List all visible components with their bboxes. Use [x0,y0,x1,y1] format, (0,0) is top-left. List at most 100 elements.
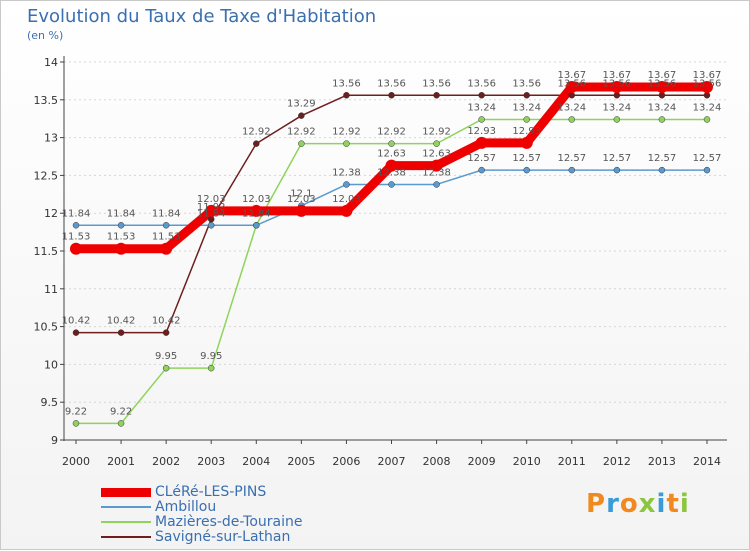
data-point [298,140,305,147]
data-point [565,80,578,93]
data-label: 12.03 [332,194,361,205]
data-label: 13.56 [512,78,541,89]
data-point [207,364,215,372]
legend-item: Mazières-de-Touraine [101,514,361,530]
x-tick-label: 2010 [513,455,541,468]
data-label: 12.57 [557,153,586,164]
legend-item: Savigné-sur-Lathan [101,529,361,545]
x-tick-label: 2012 [603,455,631,468]
data-point [70,242,82,255]
data-label: 11.84 [62,208,91,219]
data-label: 12.57 [512,153,541,164]
data-label: 13.56 [332,78,361,89]
y-tick-label: 13.5 [34,94,59,107]
data-label: 11.92 [197,202,226,213]
data-label: 9.22 [110,406,132,417]
data-label: 12.92 [332,127,361,138]
data-label: 9.95 [200,351,222,362]
legend-swatch [101,521,151,523]
data-label: 13.24 [693,102,722,113]
data-label: 12.93 [512,126,541,137]
data-point [388,92,395,99]
data-label: 11.84 [152,208,181,219]
legend-label: CLéRé-LES-PINS [155,484,267,500]
data-label: 12.92 [377,127,406,138]
data-label: 11.84 [242,208,271,219]
data-label: 11.53 [62,232,91,243]
data-point [343,140,350,147]
data-point [72,329,80,336]
data-point [523,92,530,99]
data-point [658,166,666,174]
data-point [117,222,125,229]
data-label: 13.29 [287,99,316,110]
data-label: 13.67 [693,70,722,81]
legend-label: Savigné-sur-Lathan [155,529,291,545]
y-tick-label: 9 [51,434,58,447]
data-point [655,80,668,93]
data-label: 11.53 [107,232,136,243]
data-point [613,166,621,174]
data-label: 12.57 [648,153,677,164]
x-tick-label: 2002 [152,455,180,468]
data-label: 13.56 [693,78,722,89]
data-label: 9.95 [155,351,177,362]
data-point [478,166,485,174]
y-tick-label: 11 [44,283,58,296]
data-point [478,92,485,99]
data-point [523,166,530,174]
data-label: 12.03 [197,194,226,205]
x-tick-label: 2011 [558,455,586,468]
data-label: 12.38 [377,167,406,178]
data-point [388,140,395,147]
data-label: 12.03 [242,194,271,205]
legend-swatch [101,536,151,538]
legend-item: Ambillou [101,499,361,515]
data-point [117,329,125,336]
x-tick-label: 2013 [648,455,676,468]
data-label: 11.84 [242,208,271,219]
data-label: 13.24 [467,102,496,113]
logo-letter: P [586,489,607,519]
y-tick-label: 10.5 [34,321,59,334]
data-label: 12.92 [422,127,451,138]
data-label: 12.92 [287,127,316,138]
data-label: 13.56 [467,78,496,89]
data-point [520,136,533,149]
data-label: 12.38 [332,167,361,178]
x-tick-label: 2007 [378,455,406,468]
data-point [658,92,666,99]
data-point [162,329,170,336]
data-point [207,222,215,229]
data-point [478,116,485,123]
data-point [610,80,623,93]
data-label: 12.92 [242,127,271,138]
data-point [72,420,80,427]
y-tick-label: 11.5 [34,245,59,258]
logo-letter: x [638,489,657,519]
x-tick-label: 2001 [107,455,135,468]
data-point [72,222,80,229]
data-label: 13.67 [648,70,677,81]
data-point [160,242,173,255]
data-label: 13.56 [422,78,451,89]
legend-item: CLéRé-LES-PINS [101,484,361,500]
data-label: 10.42 [62,316,91,327]
data-point [117,420,125,427]
data-label: 13.56 [377,78,406,89]
y-tick-label: 12 [44,207,58,220]
data-point [430,159,443,172]
data-label: 13.24 [648,102,677,113]
logo-letter: i [679,489,690,519]
data-point [388,181,395,188]
data-point [433,92,440,99]
data-label: 13.24 [557,102,586,113]
chart-subtitle: (en %) [27,29,64,42]
data-label: 12.57 [467,153,496,164]
data-label: 12.63 [422,149,451,160]
x-tick-label: 2009 [468,455,496,468]
data-point [613,116,621,123]
legend-swatch [101,487,151,497]
